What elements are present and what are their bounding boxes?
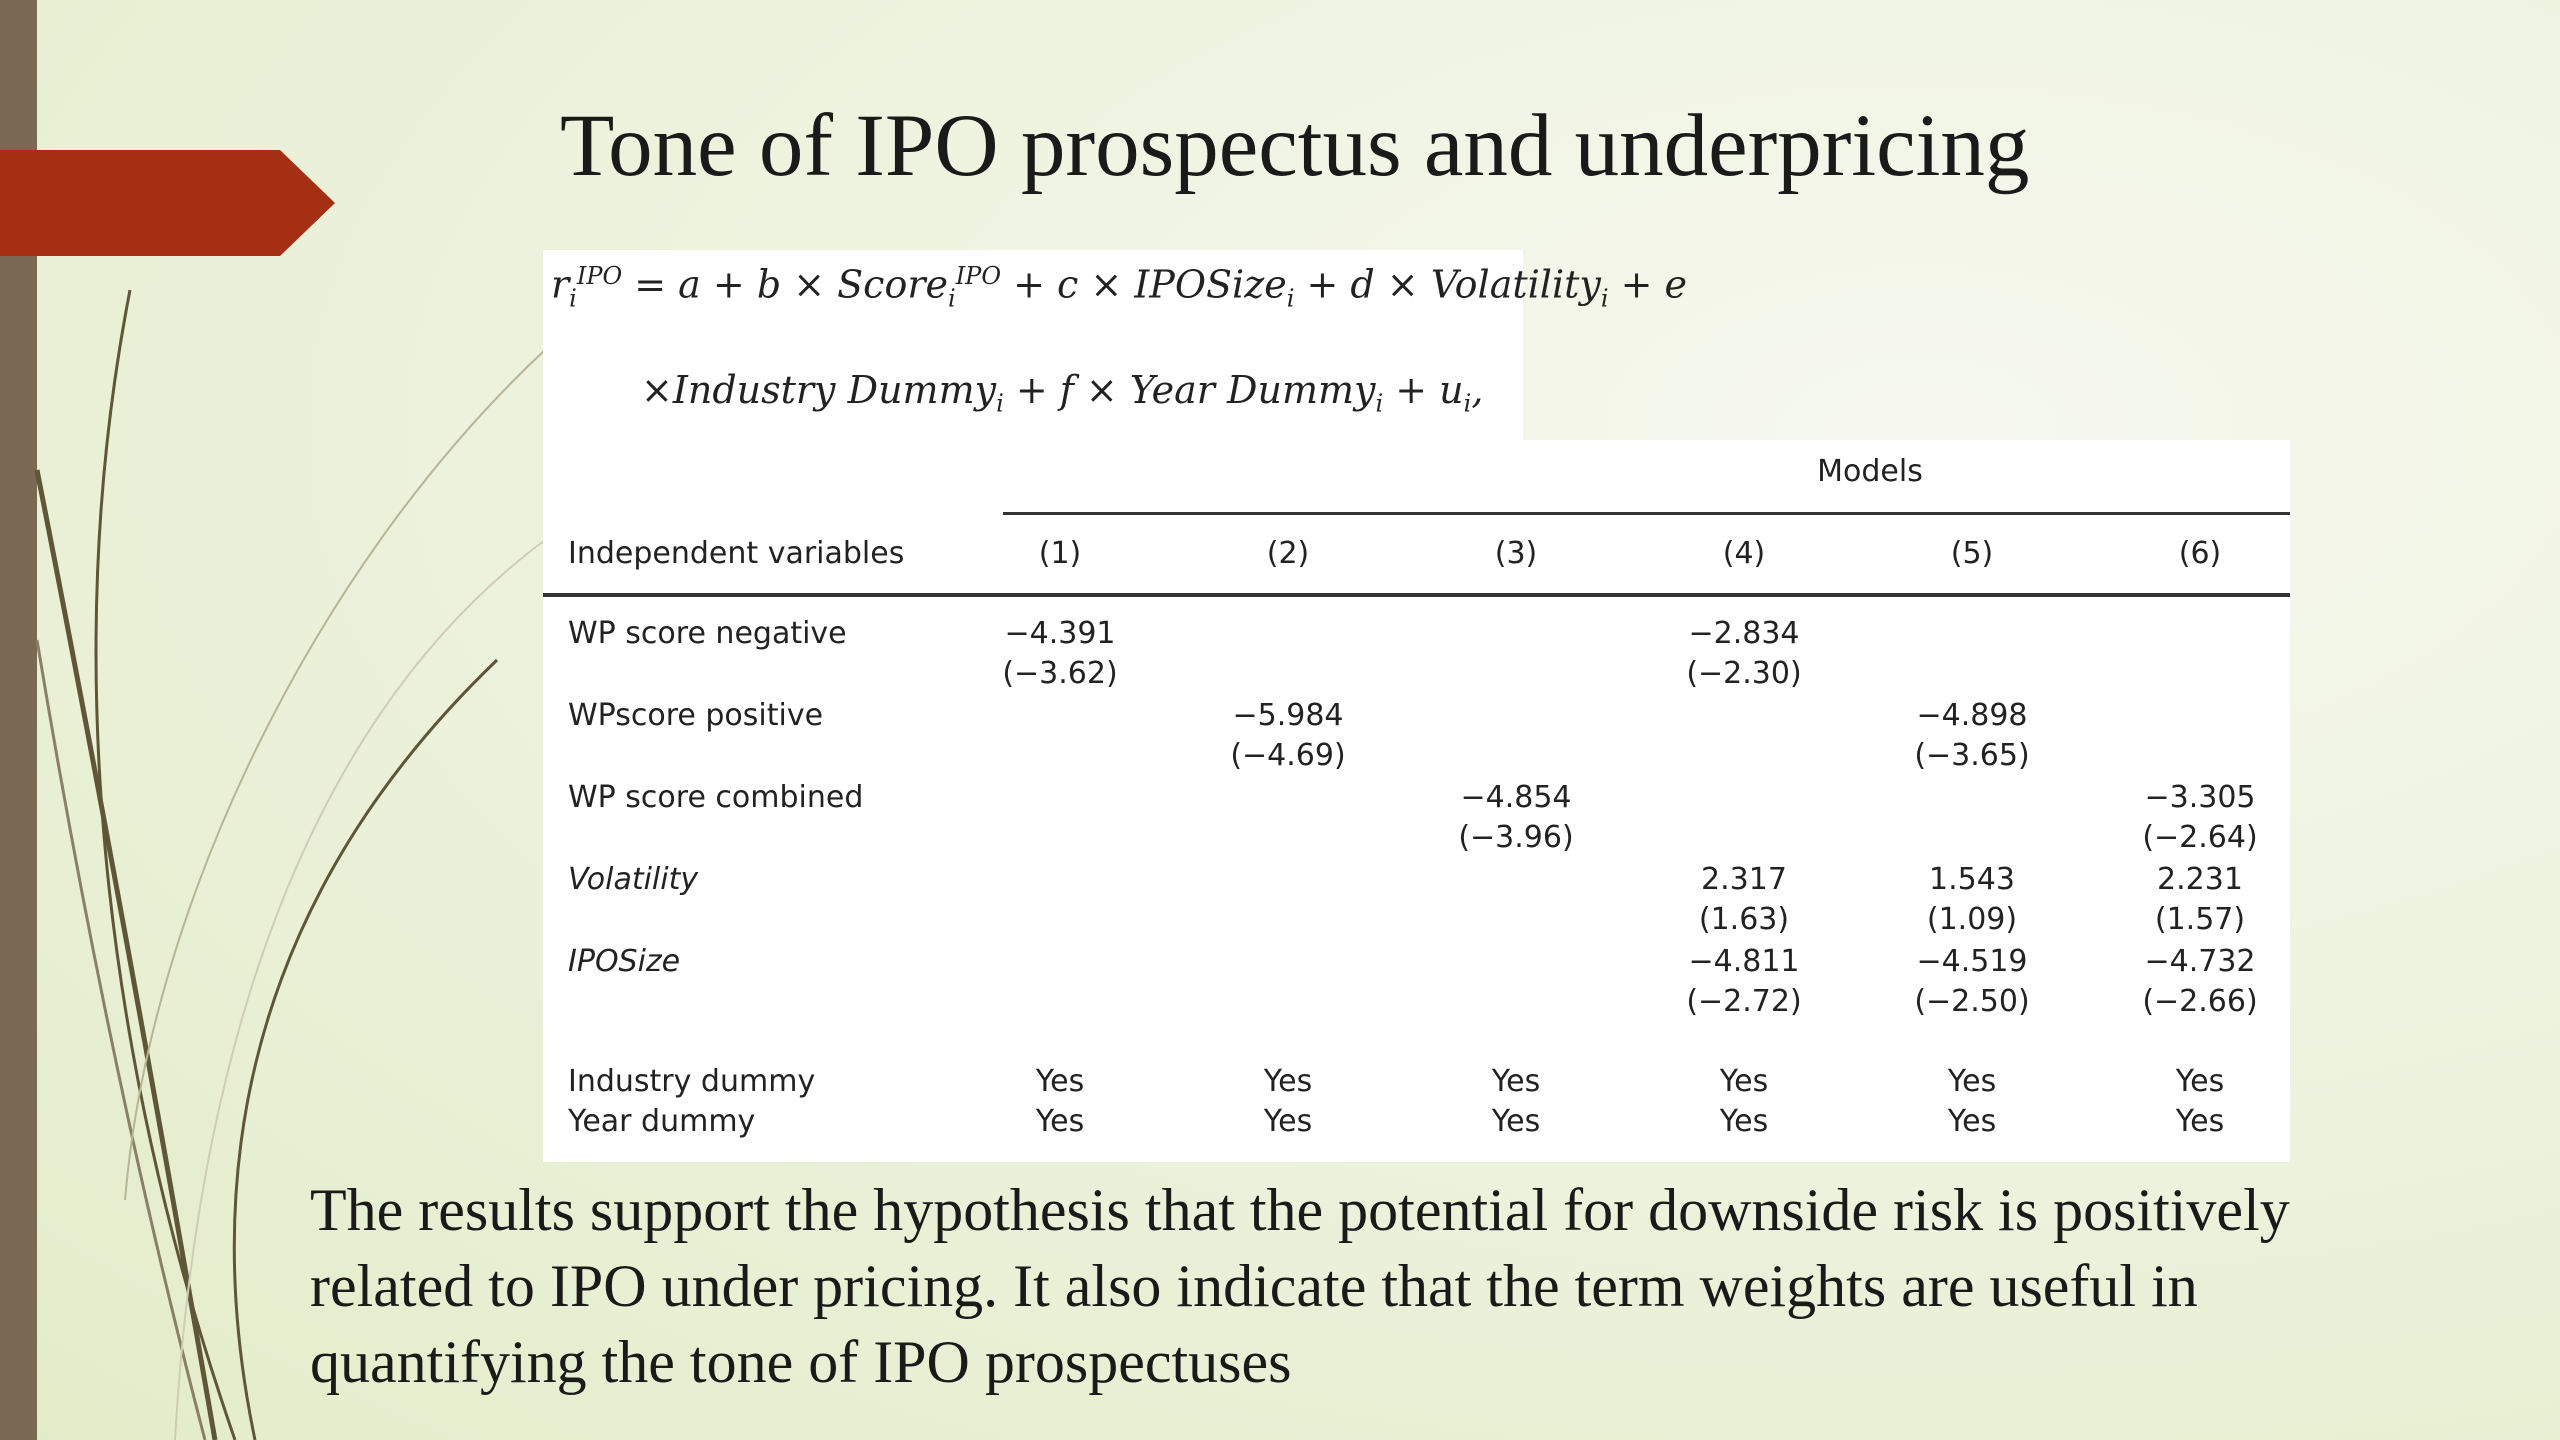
dummy-value-cell: Yes xyxy=(2175,1104,2225,1139)
t-statistic-cell: (1.57) xyxy=(2154,902,2246,937)
regression-equation: riIPO = a + b × ScoreiIPO + c × IPOSizei… xyxy=(543,250,1687,443)
coefficient-cell: 2.231 xyxy=(2157,862,2243,897)
t-statistic-cell: (−4.69) xyxy=(1230,738,1346,773)
coefficient-cell: −4.854 xyxy=(1460,780,1572,815)
dummy-value-cell: Yes xyxy=(1719,1104,1769,1139)
dummy-value-cell: Yes xyxy=(1947,1104,1997,1139)
decorative-swooshes xyxy=(34,289,546,1440)
slide-title: Tone of IPO prospectus and underpricing xyxy=(560,97,2030,195)
column-header-4: (4) xyxy=(1722,536,1766,571)
t-statistic-cell: (−2.66) xyxy=(2142,984,2258,1019)
t-statistic-cell: (−2.30) xyxy=(1686,656,1802,691)
row-label: IPOSize xyxy=(568,944,681,979)
dummy-value-cell: Yes xyxy=(1035,1064,1085,1099)
row-header: Independent variables xyxy=(568,536,905,571)
coefficient-cell: −2.834 xyxy=(1688,616,1800,651)
t-statistic-cell: (1.63) xyxy=(1698,902,1790,937)
models-group-header: Models xyxy=(1817,454,1923,489)
t-statistic-cell: (−2.64) xyxy=(2142,820,2258,855)
row-label: WPscore positive xyxy=(568,698,824,733)
models-header-rule xyxy=(1003,512,2290,515)
column-header-3: (3) xyxy=(1494,536,1538,571)
dummy-value-cell: Yes xyxy=(1947,1064,1997,1099)
title-arrow-tab xyxy=(0,150,335,256)
coefficient-cell: 2.317 xyxy=(1701,862,1787,897)
t-statistic-cell: (−2.72) xyxy=(1686,984,1802,1019)
dummy-value-cell: Yes xyxy=(1719,1064,1769,1099)
column-header-6: (6) xyxy=(2178,536,2222,571)
row-label: Volatility xyxy=(568,862,699,897)
coefficient-cell: −4.519 xyxy=(1916,944,2028,979)
dummy-value-cell: Yes xyxy=(1263,1064,1313,1099)
dummy-value-cell: Yes xyxy=(1491,1064,1541,1099)
dummy-value-cell: Yes xyxy=(1035,1104,1085,1139)
column-header-1: (1) xyxy=(1038,536,1082,571)
t-statistic-cell: (−3.96) xyxy=(1458,820,1574,855)
dummy-value-cell: Yes xyxy=(1491,1104,1541,1139)
t-statistic-cell: (1.09) xyxy=(1926,902,2018,937)
equation-line-1: riIPO = a + b × ScoreiIPO + c × IPOSizei… xyxy=(551,262,1688,313)
t-statistic-cell: (−2.50) xyxy=(1914,984,2030,1019)
coefficient-cell: 1.543 xyxy=(1929,862,2015,897)
dummy-value-cell: Yes xyxy=(1263,1104,1313,1139)
conclusion-text: The results support the hypothesis that … xyxy=(310,1177,2290,1395)
coefficient-cell: −4.898 xyxy=(1916,698,2028,733)
row-label: WP score negative xyxy=(568,616,847,651)
equation-line-2: ×Industry Dummyi + f × Year Dummyi + ui, xyxy=(641,368,1484,418)
column-header-5: (5) xyxy=(1950,536,1994,571)
t-statistic-cell: (−3.65) xyxy=(1914,738,2030,773)
header-bottom-rule xyxy=(543,593,2290,597)
t-statistic-cell: (−3.62) xyxy=(1002,656,1118,691)
coefficient-cell: −5.984 xyxy=(1232,698,1344,733)
dummy-value-cell: Yes xyxy=(2175,1064,2225,1099)
coefficient-cell: −4.391 xyxy=(1004,616,1116,651)
coefficient-cell: −3.305 xyxy=(2144,780,2256,815)
column-header-2: (2) xyxy=(1266,536,1310,571)
row-label: WP score combined xyxy=(568,780,864,815)
coefficient-cell: −4.811 xyxy=(1688,944,1800,979)
coefficient-cell: −4.732 xyxy=(2144,944,2256,979)
regression-results-table: Models Independent variables (1) (2) (3)… xyxy=(543,440,2290,1162)
dummy-row-label: Year dummy xyxy=(568,1104,756,1139)
dummy-row-label: Industry dummy xyxy=(568,1064,816,1099)
